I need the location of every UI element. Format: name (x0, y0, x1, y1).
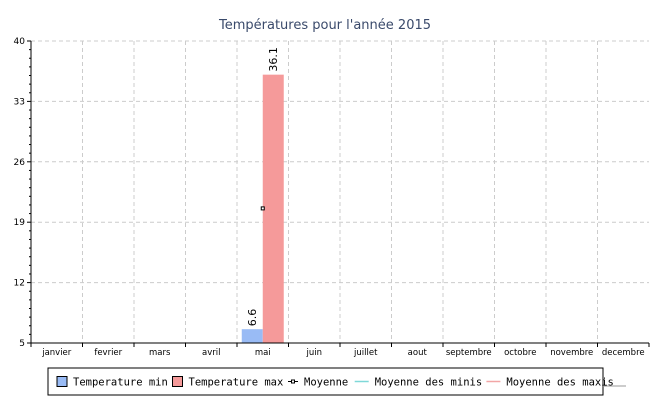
x-tick-label: novembre (550, 348, 593, 358)
legend-swatch-moyenne (291, 379, 295, 384)
legend-label-moyenne-des-minis: Moyenne des minis (375, 377, 482, 389)
legend: Temperature min Temperature max Moyenne Moy… (47, 367, 626, 396)
x-tick-label: juillet (353, 348, 378, 358)
data-labels-group: 6.6 36.1 (246, 47, 280, 326)
y-tick-label: 33 (14, 97, 25, 107)
y-tick-label: 40 (14, 37, 26, 47)
x-tick-label: janvier (41, 348, 72, 358)
bar-temperature-max (262, 74, 284, 343)
x-tick-label: avril (202, 348, 220, 358)
x-tick-label: juin (306, 348, 323, 358)
legend-label-temperature-min: Temperature min (73, 377, 168, 389)
legend-swatch-temperature-min (56, 376, 68, 387)
x-tick-label: decembre (602, 348, 645, 358)
legend-label-moyenne: Moyenne (304, 377, 348, 389)
x-tick-label: fevrier (94, 348, 122, 358)
bar-temperature-min (241, 329, 263, 343)
grid-lines (31, 40, 649, 343)
legend-label-temperature-max: Temperature max (189, 377, 284, 389)
mean-point (260, 206, 265, 211)
x-tick-label: octobre (504, 348, 536, 358)
bars-group (241, 74, 284, 343)
legend-box (47, 367, 604, 396)
x-tick-label: septembre (446, 348, 492, 358)
bar-data-label: 36.1 (267, 47, 280, 72)
bar-data-label: 6.6 (246, 309, 259, 327)
mean-points-group (260, 206, 265, 211)
x-tick-label: aout (408, 348, 428, 358)
y-tick-label: 5 (19, 339, 25, 349)
y-tick-label: 26 (14, 158, 26, 168)
x-tick-label: mai (255, 348, 271, 358)
legend-swatch-temperature-max (172, 376, 183, 387)
y-tick-label: 19 (14, 218, 26, 228)
x-tick-label: mars (149, 348, 171, 358)
legend-label-moyenne-des-maxis: Moyenne des maxis (506, 377, 613, 389)
y-tick-label: 12 (14, 279, 25, 289)
chart-title: Températures pour l'année 2015 (218, 18, 431, 33)
axes-group: 5 12 19 26 33 40 janvier fevrier mars avril mai jui… (14, 37, 650, 358)
